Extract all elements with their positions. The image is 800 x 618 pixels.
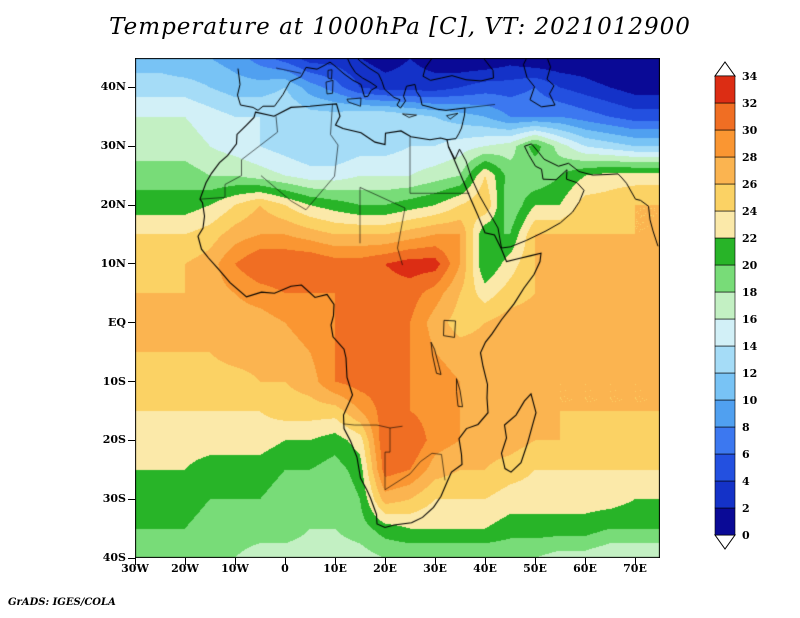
colorbar-label: 32 [742,97,757,110]
lon-tick-label: 60E [573,562,597,575]
lon-tick-label: 20E [373,562,397,575]
colorbar-segment [714,237,736,266]
lat-tick-label: 10S [102,374,126,388]
colorbar-segment [714,129,736,158]
colorbar-label: 16 [742,313,758,326]
colorbar-label: 20 [742,259,758,272]
lon-tick-mark [584,558,586,565]
lon-tick-mark [334,558,336,565]
lat-tick-mark [128,204,135,206]
colorbar-label: 0 [742,529,750,542]
lat-tick-mark [128,498,135,500]
lat-tick-label: 30N [100,139,126,153]
colorbar-end-cap [714,61,736,77]
lon-tick-label: 20W [171,562,199,575]
colorbar-segment [714,426,736,455]
lat-tick-mark [128,439,135,441]
colorbar-segment [714,183,736,212]
lon-tick-label: 50E [523,562,547,575]
colorbar-segment [714,399,736,428]
lon-tick-mark [434,558,436,565]
lat-tick-mark [128,557,135,559]
lat-tick-mark [128,322,135,324]
lat-tick-mark [128,381,135,383]
lat-tick-mark [128,86,135,88]
colorbar-segment [714,480,736,509]
colorbar-label: 12 [742,367,757,380]
lat-tick-label: 10N [100,256,126,270]
colorbar-segment [714,372,736,401]
colorbar-segment [714,318,736,347]
colorbar-label: 28 [742,151,758,164]
colorbar-segment [714,102,736,131]
lon-tick-label: 70E [623,562,647,575]
colorbar-segment [714,75,736,104]
colorbar-label: 6 [742,448,750,461]
grads-credit: GrADS: IGES/COLA [8,597,116,608]
plot-title: Temperature at 1000hPa [C], VT: 20210129… [109,14,691,40]
colorbar-end-cap [714,534,736,550]
lat-tick-label: 40S [102,551,126,564]
lon-tick-mark [634,558,636,565]
lat-tick-mark [128,263,135,265]
colorbar-label: 30 [742,124,758,137]
lon-tick-mark [484,558,486,565]
colorbar-segment [714,210,736,239]
colorbar-label: 2 [742,502,750,515]
lat-tick-label: EQ [108,315,126,329]
colorbar-label: 24 [742,205,758,218]
lat-tick-label: 40N [100,80,126,94]
lon-tick-mark [234,558,236,565]
colorbar-label: 8 [742,421,750,434]
colorbar-segment [714,156,736,185]
lon-tick-mark [284,558,286,565]
lon-tick-mark [134,558,136,565]
colorbar-label: 26 [742,178,758,191]
colorbar-segment [714,291,736,320]
colorbar-label: 34 [742,70,758,83]
colorbar-label: 22 [742,232,757,245]
lon-tick-label: 30W [121,562,149,575]
lon-tick-label: 30E [423,562,447,575]
colorbar-segment [714,453,736,482]
colorbar-segment [714,345,736,374]
colorbar-label: 10 [742,394,758,407]
lon-tick-mark [184,558,186,565]
lat-tick-label: 20N [100,198,126,212]
lon-tick-mark [534,558,536,565]
colorbar-label: 18 [742,286,758,299]
lon-tick-mark [384,558,386,565]
lon-tick-label: 10W [221,562,249,575]
colorbar-label: 4 [742,475,750,488]
lon-tick-label: 0 [281,562,289,575]
lon-tick-label: 10E [323,562,347,575]
lon-tick-label: 40E [473,562,497,575]
lat-tick-mark [128,145,135,147]
lat-tick-label: 30S [102,492,126,506]
colorbar-segment [714,507,736,536]
lat-tick-label: 20S [102,433,126,447]
colorbar-segment [714,264,736,293]
colorbar-label: 14 [742,340,758,353]
temperature-map-canvas [135,58,660,558]
